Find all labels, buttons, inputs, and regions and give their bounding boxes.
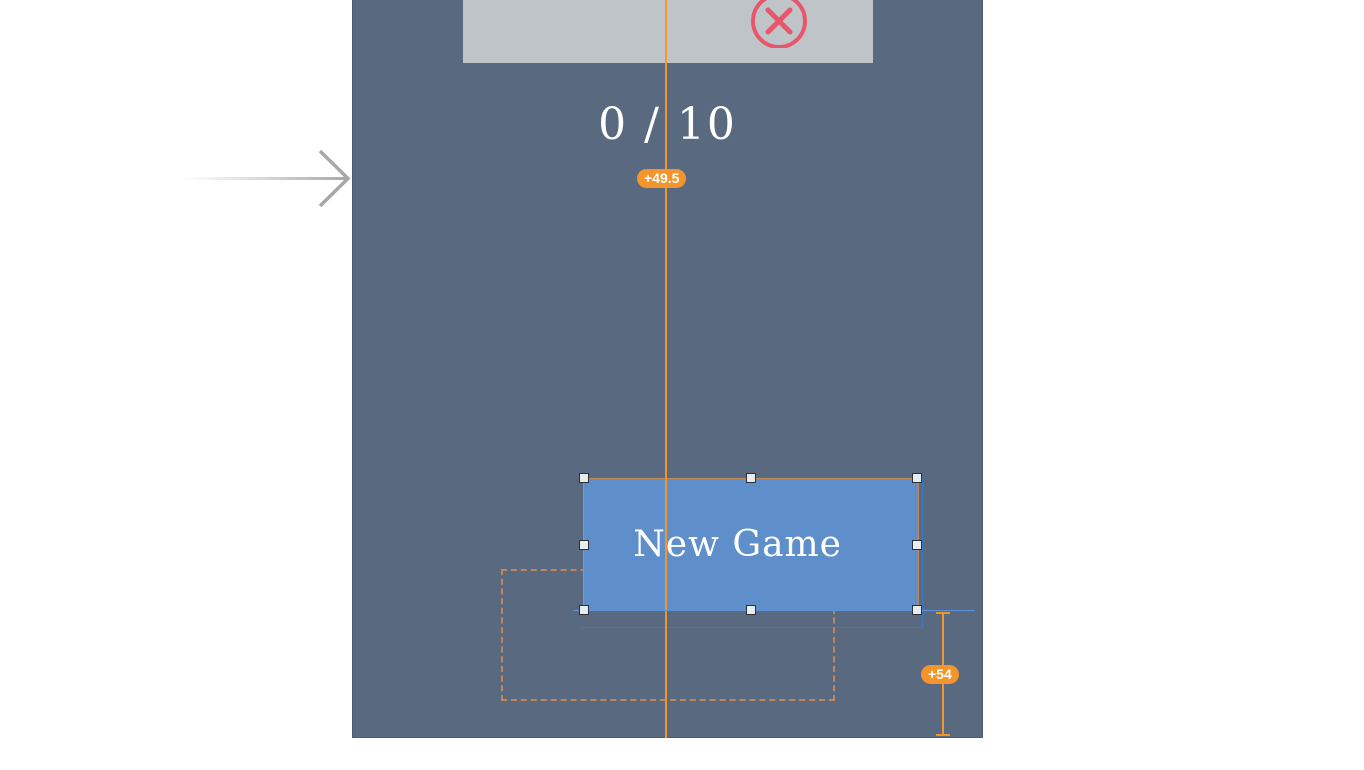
resize-handle-bottom-center[interactable] [746, 605, 756, 615]
frame-extent-indicator [581, 478, 923, 628]
new-game-button[interactable]: New Game [583, 478, 919, 611]
constraint-cap-top [936, 612, 950, 614]
entry-point-arrow-icon[interactable] [182, 148, 354, 210]
resize-handle-bottom-left[interactable] [579, 605, 589, 615]
top-image-view[interactable] [463, 0, 873, 63]
constraint-cap-bottom [936, 734, 950, 736]
resize-handle-bottom-right[interactable] [912, 605, 922, 615]
resize-handle-top-right[interactable] [912, 473, 922, 483]
view-controller-scene[interactable]: 0 / 10 +49.5 New Game +54 [352, 0, 983, 738]
vertical-spacing-badge[interactable]: +49.5 [637, 169, 687, 188]
score-label[interactable]: 0 / 10 [598, 99, 737, 150]
center-x-alignment-guide [665, 0, 667, 738]
resize-handle-top-left[interactable] [579, 473, 589, 483]
resize-handle-top-center[interactable] [746, 473, 756, 483]
bottom-spacing-badge[interactable]: +54 [921, 665, 959, 684]
close-circle-icon[interactable] [748, 0, 810, 48]
resize-handle-middle-right[interactable] [912, 540, 922, 550]
bottom-alignment-guide [573, 610, 975, 611]
resize-handle-middle-left[interactable] [579, 540, 589, 550]
